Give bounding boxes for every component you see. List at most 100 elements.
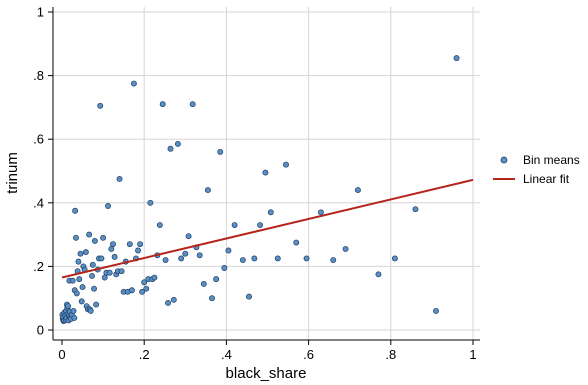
data-point	[221, 265, 228, 271]
data-point	[213, 276, 220, 283]
y-tick-label: .4	[33, 195, 44, 210]
data-point	[375, 271, 382, 278]
x-tick-label: .2	[139, 347, 150, 362]
data-point	[73, 290, 80, 297]
data-point	[73, 234, 79, 241]
data-point	[143, 285, 150, 292]
y-axis-ticks: 0 .2 .4 .6 .8 1	[33, 5, 53, 338]
data-point	[75, 258, 82, 265]
data-point	[196, 252, 203, 259]
x-tick-label: .6	[303, 347, 314, 362]
data-point	[151, 274, 158, 281]
data-point	[162, 257, 169, 263]
data-point	[178, 255, 185, 262]
data-point	[106, 269, 113, 276]
fit-line	[61, 178, 474, 279]
x-tick-label: .4	[221, 347, 232, 362]
data-point	[65, 303, 72, 310]
data-point	[108, 245, 115, 252]
data-point	[391, 255, 398, 262]
y-tick-label: .6	[33, 132, 44, 147]
data-point	[303, 255, 310, 262]
y-tick-label: .8	[33, 68, 44, 83]
y-tick-label: .2	[33, 259, 44, 274]
data-point	[257, 222, 264, 229]
data-point	[453, 55, 460, 62]
data-point	[141, 279, 148, 286]
data-point	[89, 272, 95, 279]
data-point	[167, 145, 174, 152]
data-point	[98, 255, 105, 262]
legend-marker-bin-means	[500, 156, 508, 164]
data-point	[72, 207, 79, 214]
data-point	[354, 187, 361, 194]
data-point	[200, 280, 207, 287]
data-point	[78, 298, 85, 305]
gridlines	[53, 7, 480, 340]
data-point	[87, 307, 94, 314]
data-point	[159, 101, 166, 108]
data-point	[128, 287, 135, 294]
data-point	[130, 80, 137, 87]
data-point	[251, 255, 258, 262]
data-point	[126, 241, 133, 248]
data-point	[137, 241, 144, 248]
x-tick-label: 0	[58, 347, 65, 362]
data-point	[225, 247, 232, 254]
axes	[52, 7, 480, 341]
data-point	[147, 199, 154, 206]
data-point	[342, 245, 349, 252]
data-point	[105, 203, 111, 209]
data-point	[433, 307, 439, 314]
y-tick-label: 0	[37, 323, 44, 338]
data-point	[174, 141, 181, 147]
data-point	[91, 238, 98, 244]
data-point	[274, 255, 281, 262]
data-point	[91, 285, 98, 292]
data-point	[97, 102, 104, 109]
data-point	[93, 301, 100, 308]
data-point	[110, 241, 116, 248]
bin-means-series	[59, 55, 460, 325]
data-point	[86, 231, 93, 238]
data-point	[209, 295, 215, 302]
y-axis-label: trinum	[4, 152, 21, 194]
data-point	[156, 222, 163, 229]
x-axis-ticks: 0 .2 .4 .6 .8 1	[58, 340, 477, 362]
data-point	[111, 253, 118, 260]
data-point	[217, 148, 224, 155]
data-point	[100, 234, 107, 241]
legend: Bin means Linear fit	[493, 153, 580, 186]
data-point	[118, 268, 125, 275]
x-tick-label: 1	[469, 347, 476, 362]
data-point	[182, 250, 189, 257]
legend-item-bin-means: Bin means	[500, 153, 580, 167]
data-point	[69, 277, 76, 284]
data-point	[283, 161, 289, 168]
data-point	[82, 249, 89, 256]
data-point	[71, 314, 78, 321]
data-point	[139, 288, 146, 295]
data-point	[246, 293, 252, 300]
data-point	[189, 101, 196, 108]
data-point	[185, 233, 192, 240]
data-point	[262, 169, 269, 176]
y-tick-label: 1	[37, 5, 44, 20]
data-point	[116, 175, 123, 182]
linear-fit-series	[61, 178, 474, 279]
legend-label-bin-means: Bin means	[523, 153, 580, 167]
data-point	[267, 209, 274, 216]
data-point	[165, 300, 171, 306]
data-point	[76, 276, 83, 283]
data-point	[330, 257, 337, 263]
legend-item-linear-fit: Linear fit	[493, 172, 570, 186]
data-point	[79, 284, 86, 291]
legend-label-linear-fit: Linear fit	[523, 172, 570, 186]
data-point	[231, 222, 238, 229]
data-point	[135, 247, 141, 254]
data-point	[89, 261, 96, 268]
data-point	[170, 296, 177, 303]
data-point	[77, 250, 84, 257]
data-point	[293, 239, 300, 246]
x-tick-label: .8	[385, 347, 396, 362]
